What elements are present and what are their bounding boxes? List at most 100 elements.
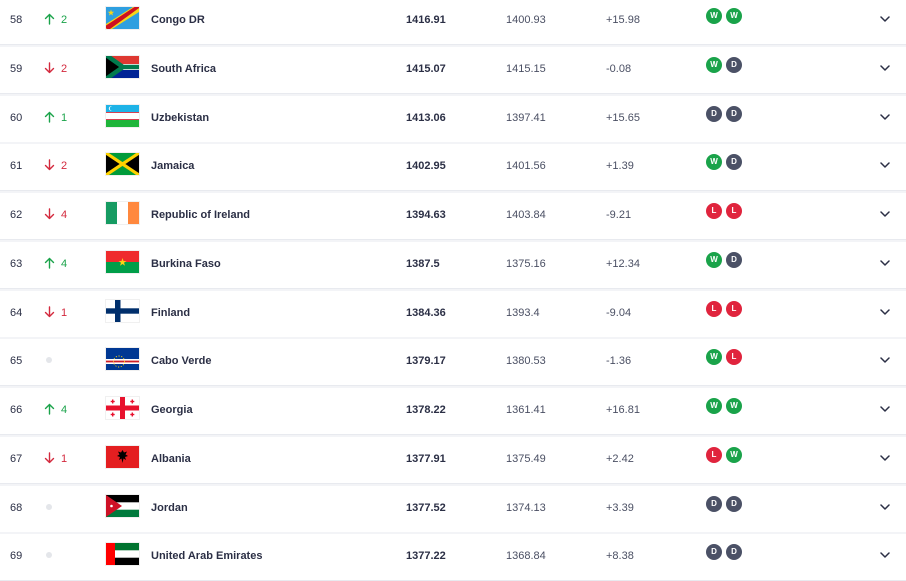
points-change: -0.08: [606, 62, 632, 75]
form-badge: W: [726, 446, 742, 463]
country-name[interactable]: South Africa: [151, 62, 216, 75]
chevron-down-icon[interactable]: [878, 256, 892, 270]
table-row[interactable]: 58 2 Congo DR 1416.91 1400.93 +15.98 W W: [0, 0, 906, 45]
arrow-down-icon: [44, 62, 55, 74]
table-row[interactable]: 68 Jordan 1377.52 1374.13 +3.39 D D: [0, 483, 906, 533]
points-change: +2.42: [606, 452, 634, 465]
total-points: 1416.91: [406, 14, 446, 26]
previous-points: 1361.41: [506, 404, 546, 416]
previous-points: 1400.93: [506, 14, 546, 26]
country-name[interactable]: Congo DR: [151, 14, 205, 26]
rank-movement: 1: [44, 435, 84, 483]
previous-points: 1368.84: [506, 550, 546, 563]
flag-alb-icon: [106, 445, 139, 468]
points-change: +3.39: [606, 501, 634, 514]
table-row[interactable]: 67 1 Albania 1377.91 1375.49 +2.42 L W: [0, 434, 906, 484]
no-change-dot-icon: [46, 357, 52, 364]
country-name[interactable]: Republic of Ireland: [151, 209, 251, 221]
table-row[interactable]: 64 1 Finland 1384.36 1393.4 -9.04 L L: [0, 288, 906, 338]
rank-number: 63: [10, 257, 23, 270]
total-points: 1384.36: [406, 306, 446, 319]
rank-movement: 2: [44, 0, 84, 44]
total-points: 1378.22: [406, 404, 446, 416]
chevron-down-icon[interactable]: [878, 402, 892, 416]
chevron-down-icon[interactable]: [878, 158, 892, 172]
country-name[interactable]: United Arab Emirates: [151, 550, 263, 563]
form-badge: L: [726, 300, 742, 317]
country-name[interactable]: Georgia: [151, 404, 193, 416]
arrow-up-icon: [44, 111, 55, 123]
total-points: 1379.17: [406, 355, 446, 368]
previous-points: 1375.49: [506, 452, 546, 465]
rank-number: 66: [10, 404, 23, 416]
rank-movement-value: 2: [61, 62, 68, 75]
table-row[interactable]: 61 2 Jamaica 1402.95 1401.56 +1.39 W D: [0, 142, 906, 192]
arrow-down-icon: [44, 305, 55, 317]
table-row[interactable]: 60 1 Uzbekistan 1413.06 1397.41 +15.65 D D: [0, 93, 906, 143]
chevron-down-icon[interactable]: [878, 207, 892, 221]
rank-movement: 4: [44, 191, 84, 239]
country-name[interactable]: Cabo Verde: [151, 355, 212, 368]
country-name[interactable]: Albania: [151, 452, 191, 465]
total-points: 1377.52: [406, 501, 446, 514]
chevron-down-icon[interactable]: [878, 12, 892, 26]
rank-movement: [44, 532, 84, 580]
form-badge: D: [726, 544, 742, 561]
rank-movement-value: 2: [61, 14, 68, 26]
country-name[interactable]: Burkina Faso: [151, 257, 221, 270]
flag-irl-icon: [106, 202, 139, 224]
arrow-down-icon: [44, 159, 55, 171]
rank-number: 60: [10, 111, 23, 124]
total-points: 1377.91: [406, 452, 446, 465]
form-badge: D: [726, 56, 742, 73]
country-name[interactable]: Uzbekistan: [151, 111, 210, 124]
points-change: +15.98: [606, 14, 640, 26]
flag-uae-icon: [106, 543, 139, 566]
points-change: -9.04: [606, 306, 632, 319]
previous-points: 1397.41: [506, 111, 546, 124]
flag-rsa-icon: [106, 55, 139, 78]
flag-bfa-icon: [106, 250, 139, 273]
previous-points: 1374.13: [506, 501, 546, 514]
points-change: +12.34: [606, 257, 640, 270]
flag-jor-icon: [106, 494, 139, 517]
rank-movement: [44, 337, 84, 385]
chevron-down-icon[interactable]: [878, 110, 892, 124]
country-name[interactable]: Jordan: [151, 501, 188, 514]
rank-movement-value: 1: [61, 111, 68, 124]
chevron-down-icon[interactable]: [878, 61, 892, 75]
form-badge: D: [706, 105, 722, 122]
table-row[interactable]: 62 4 Republic of Ireland 1394.63 1403.84 -9.2…: [0, 191, 906, 240]
chevron-down-icon[interactable]: [878, 548, 892, 562]
no-change-dot-icon: [46, 503, 52, 510]
table-row[interactable]: 63 4 Burkina Faso 1387.5 1375.16 +12.34 W D: [0, 239, 906, 289]
points-change: -9.21: [606, 209, 632, 221]
form-badge: L: [726, 349, 742, 366]
rank-number: 65: [10, 355, 23, 368]
country-name[interactable]: Jamaica: [151, 160, 195, 173]
points-change: +1.39: [606, 160, 634, 173]
chevron-down-icon[interactable]: [878, 353, 892, 367]
table-row[interactable]: 66 4 Georgia 1378.22 1361.41 +16.81 W W: [0, 386, 906, 435]
form-badge: W: [706, 349, 722, 366]
table-row[interactable]: 69 United Arab Emirates 1377.22 1368.84 +8.3…: [0, 532, 906, 581]
chevron-down-icon[interactable]: [878, 305, 892, 319]
rank-movement: [44, 484, 84, 532]
rank-movement-value: 1: [61, 306, 68, 319]
arrow-down-icon: [44, 208, 55, 220]
points-change: +16.81: [606, 404, 640, 416]
country-name[interactable]: Finland: [151, 306, 191, 319]
previous-points: 1415.15: [506, 62, 546, 75]
table-row[interactable]: 65 Cabo Verde 1379.17 1380.53 -1.36 W L: [0, 337, 906, 387]
form-badge: D: [726, 251, 742, 268]
total-points: 1394.63: [406, 209, 446, 221]
table-row[interactable]: 59 2 South Africa 1415.07 1415.15 -0.08 W D: [0, 44, 906, 94]
chevron-down-icon[interactable]: [878, 500, 892, 514]
chevron-down-icon[interactable]: [878, 451, 892, 465]
